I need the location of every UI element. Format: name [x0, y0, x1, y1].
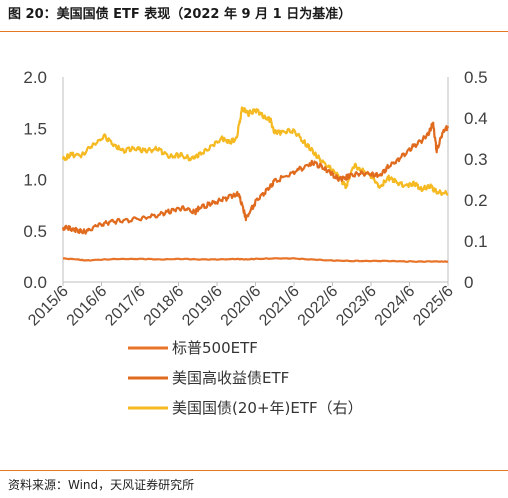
x-tick-label: 2023/6 — [333, 283, 380, 330]
x-tick-label: 2019/6 — [179, 283, 226, 330]
x-tick-label: 2025/6 — [410, 283, 457, 330]
chart-title: 图 20：美国国债 ETF 表现（2022 年 9 月 1 日为基准） — [8, 7, 352, 22]
x-tick-label: 2018/6 — [141, 283, 188, 330]
right-y-tick-label: 0.5 — [464, 68, 488, 87]
source-note: 资料来源：Wind，天风证券研究所 — [8, 478, 195, 492]
legend-label-2: 美国国债(20+年)ETF（右） — [172, 399, 363, 417]
x-tick-label: 2024/6 — [372, 283, 419, 330]
series-line-1 — [61, 121, 450, 235]
series-line-2 — [61, 106, 449, 197]
legend-label-1: 美国高收益债ETF — [172, 369, 289, 387]
right-y-tick-label: 0.4 — [464, 109, 488, 128]
series-group — [61, 106, 450, 263]
left-y-tick-label: 0.5 — [23, 222, 47, 241]
title-rule — [0, 31, 508, 32]
source-rule — [0, 470, 508, 471]
left-y-tick-label: 0.0 — [23, 273, 47, 292]
x-tick-label: 2021/6 — [256, 283, 303, 330]
left-y-tick-label: 1.0 — [23, 171, 47, 190]
x-tick-label: 2020/6 — [218, 283, 265, 330]
right-y-tick-label: 0.2 — [464, 191, 488, 210]
legend: 标普500ETF 美国高收益债ETF 美国国债(20+年)ETF（右） — [128, 339, 363, 417]
x-tick-label: 2016/6 — [64, 283, 111, 330]
legend-label-0: 标普500ETF — [172, 339, 258, 357]
left-y-tick-label: 1.5 — [23, 119, 47, 138]
x-tick-label: 2017/6 — [102, 283, 149, 330]
chart: 0.00.51.01.52.000.10.20.30.40.52015/6201… — [23, 68, 488, 417]
right-y-tick-label: 0.3 — [464, 150, 488, 169]
right-y-tick-label: 0 — [464, 273, 473, 292]
series-line-0 — [62, 257, 449, 263]
left-y-tick-label: 2.0 — [23, 68, 47, 87]
x-tick-label: 2022/6 — [295, 283, 342, 330]
right-y-tick-label: 0.1 — [464, 232, 488, 251]
